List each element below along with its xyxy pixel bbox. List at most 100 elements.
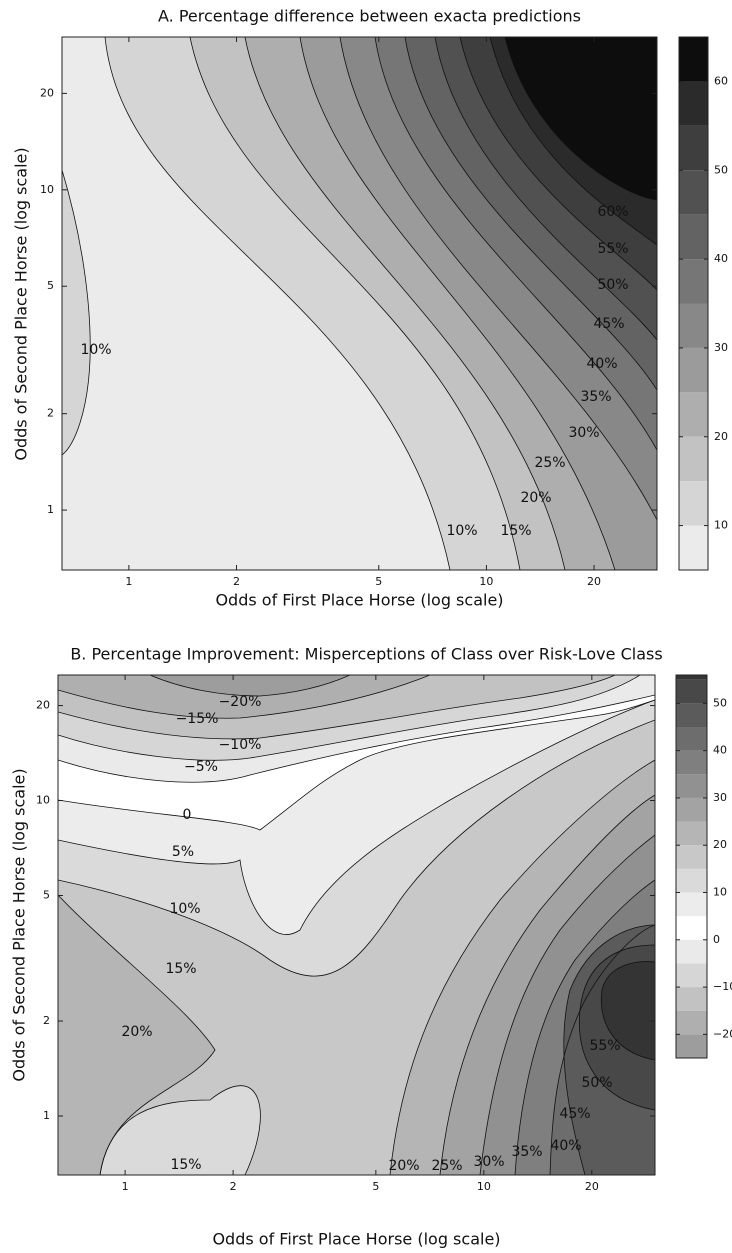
contour-label: 40% (550, 1138, 581, 1154)
contour-line (578, 944, 655, 1111)
contour-region (505, 37, 657, 200)
colorbar-band (676, 916, 707, 940)
x-tick-label: 5 (372, 1180, 379, 1193)
contour-line (563, 924, 655, 1175)
contour-region (58, 895, 215, 1175)
colorbar-band (676, 892, 707, 917)
x-tick-label: 5 (375, 575, 382, 588)
contour-line (62, 169, 91, 456)
y-tick-label: 2 (43, 1014, 50, 1027)
contour-label: 55% (589, 1038, 620, 1054)
contour-label: 35% (511, 1144, 542, 1160)
contour-line (58, 719, 655, 977)
colorbar-band (676, 679, 707, 704)
contour-label: 20% (121, 1024, 152, 1040)
contour-line (58, 694, 655, 783)
contour-line (389, 759, 655, 1175)
contour-label: 15% (165, 961, 196, 977)
contour-line (374, 37, 657, 451)
contour-label: −10% (219, 737, 262, 753)
contour-label: 20% (520, 490, 551, 506)
chart-title: B. Percentage Improvement: Misperception… (70, 645, 662, 664)
y-axis-label: Odds of Second Place Horse (log scale) (10, 768, 29, 1081)
contour-line (459, 37, 657, 291)
y-tick-label: 2 (47, 407, 54, 420)
contour-line (514, 879, 655, 1175)
colorbar-tick-label: −20 (713, 1027, 732, 1040)
contour-line (58, 894, 216, 1175)
contour-region (150, 675, 350, 696)
contour-label: 35% (580, 389, 611, 405)
colorbar-band (676, 868, 707, 893)
contour-line (439, 794, 655, 1175)
plot-frame (61, 36, 658, 571)
colorbar-band (676, 727, 707, 751)
colorbar-band (676, 774, 707, 798)
contour-label: 45% (559, 1106, 590, 1122)
contour-label: −5% (184, 759, 218, 775)
colorbar-tick-label: 40 (713, 744, 727, 757)
contour-label: 5% (172, 844, 194, 860)
contour-label: 55% (597, 241, 628, 257)
contour-line (189, 37, 521, 570)
contour-line (58, 675, 641, 761)
colorbar-band (679, 481, 708, 526)
colorbar-band (679, 347, 708, 393)
contour-line (104, 37, 451, 570)
colorbar-tick-label: 40 (714, 252, 728, 265)
colorbar-band (676, 1034, 707, 1058)
colorbar-band (679, 259, 708, 304)
contour-label: 10% (446, 523, 477, 539)
contour-label: 50% (597, 277, 628, 293)
colorbar-band (676, 939, 707, 964)
plot-frame (57, 674, 656, 1176)
chart-title: A. Percentage difference between exacta … (158, 7, 581, 26)
x-tick-label: 20 (587, 575, 601, 588)
x-tick-label: 1 (125, 575, 132, 588)
contour-region (100, 1085, 261, 1175)
contour-line (149, 675, 351, 697)
colorbar-tick-label: 10 (714, 519, 728, 532)
contour-label: 15% (500, 523, 531, 539)
colorbar-band (679, 436, 708, 482)
y-tick-label: 10 (36, 794, 50, 807)
contour-line (600, 961, 655, 1061)
contour-label: 60% (597, 204, 628, 220)
contour-label: 45% (593, 316, 624, 332)
y-tick-label: 20 (40, 86, 54, 99)
colorbar-tick-label: 20 (713, 838, 727, 851)
contour-line (58, 675, 616, 740)
contour-label: 40% (586, 356, 617, 372)
colorbar-tick-label: 50 (713, 696, 727, 709)
contour-label: −15% (176, 711, 219, 727)
y-tick-label: 1 (43, 1109, 50, 1122)
contour-label: 50% (581, 1075, 612, 1091)
contour-line (99, 1085, 261, 1175)
y-tick-label: 1 (47, 503, 54, 516)
contour-line (58, 699, 655, 831)
colorbar-band (676, 963, 707, 988)
colorbar-frame (678, 36, 709, 571)
contour-line (504, 37, 657, 201)
contour-area (58, 675, 655, 1175)
contour-region (601, 961, 655, 1060)
contour-label: 15% (170, 1157, 201, 1173)
colorbar-band (679, 525, 708, 570)
contour-line (244, 37, 566, 570)
x-axis-label: Odds of First Place Horse (log scale) (215, 591, 503, 610)
contour-line (339, 37, 657, 521)
x-tick-label: 20 (585, 1180, 599, 1193)
colorbar-band (679, 81, 708, 126)
x-tick-label: 2 (233, 575, 240, 588)
colorbar-band (679, 170, 708, 215)
contour-label: 25% (431, 1158, 462, 1174)
colorbar-band (676, 797, 707, 822)
colorbar-band (676, 821, 707, 846)
colorbar-frame (675, 674, 708, 1059)
contour-label: 10% (80, 342, 111, 358)
contour-label: 0 (183, 807, 192, 823)
colorbar-band (679, 392, 708, 437)
x-tick-label: 2 (230, 1180, 237, 1193)
colorbar-tick-label: 10 (713, 886, 727, 899)
